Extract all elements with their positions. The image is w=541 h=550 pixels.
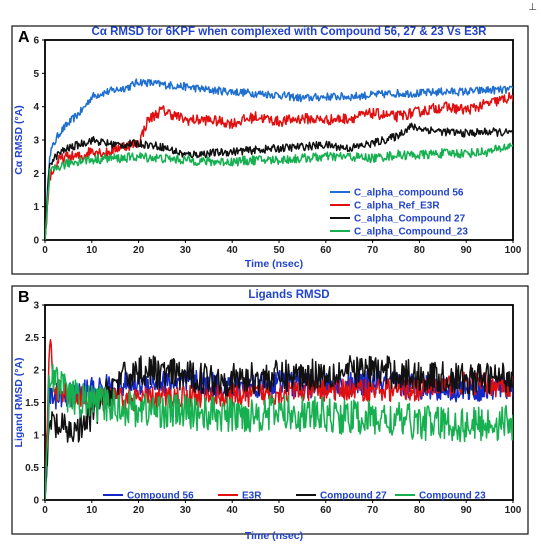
panel-b-ytick-label: 1.5: [25, 398, 39, 409]
panel-a-ytick-label: 4: [33, 102, 39, 113]
panel-a-xtick-label: 100: [505, 245, 522, 256]
panel-a-xtick-label: 80: [414, 245, 426, 256]
panel-b-xtick-label: 90: [461, 505, 473, 516]
panel-a-xtick-label: 90: [461, 245, 473, 256]
panel-a-legend-label: C_alpha_Compound 27: [354, 214, 466, 225]
panel-b-title: Ligands RMSD: [248, 289, 329, 301]
panel-b-xtick-label: 0: [42, 505, 48, 516]
panel-b-legend-label: E3R: [242, 491, 262, 502]
panel-b-legend-label: Compound 56: [127, 491, 194, 502]
panel-a-ytick-label: 6: [33, 36, 39, 47]
panel-b-xtick-label: 80: [414, 505, 426, 516]
panel-a-xtick-label: 10: [86, 245, 98, 256]
panel-a-ytick-label: 3: [33, 136, 39, 147]
panel-a-legend-label: C_alpha_Compound_23: [354, 227, 468, 238]
panel-a-series-line-0: [45, 78, 513, 240]
panel-a-xtick-label: 60: [320, 245, 332, 256]
panel-a-xtick-label: 30: [180, 245, 192, 256]
panel-b-x-axis-label: Time (nsec): [245, 530, 303, 542]
panel-a-series-line-3: [45, 142, 513, 240]
panel-a-series-line-2: [45, 122, 513, 240]
panel-b-ytick-label: 2: [33, 366, 39, 377]
panel-b-ytick-label: 0: [33, 496, 39, 507]
panel-b-ytick-label: 2.5: [25, 333, 39, 344]
panel-a-ytick-label: 0: [33, 236, 39, 247]
panel-a-legend-label: C_alpha_Ref_E3R: [354, 201, 440, 212]
panel-a-legend-label: C_alpha_compound 56: [354, 188, 464, 199]
panel-a-ytick-label: 2: [33, 169, 39, 180]
panel-a-letter: A: [18, 29, 30, 46]
panel-b-xtick-label: 70: [367, 505, 379, 516]
panel-b-series-line-3: [45, 363, 513, 500]
panel-b-series-group: [45, 354, 513, 500]
panel-b-xtick-label: 10: [86, 505, 98, 516]
panel-b-series-group: [45, 363, 513, 500]
panel-b-y-axis-label: Ligand RMSD (°A): [13, 358, 25, 448]
panel-a-series-group: [45, 122, 513, 240]
panel-b-ytick-label: 1: [33, 431, 39, 442]
panel-a-ytick-label: 5: [33, 69, 39, 80]
panel-b-legend-label: Compound 23: [419, 491, 486, 502]
panel-a-ytick-label: 1: [33, 202, 39, 213]
panel-a-series-group: [45, 78, 513, 240]
panel-b-series-group: [45, 369, 513, 500]
panel-a-x-axis-label: Time (nsec): [245, 258, 303, 270]
panel-b-series-line-2: [45, 354, 513, 500]
panel-a-xtick-label: 40: [227, 245, 239, 256]
panel-a-series-group: [45, 142, 513, 240]
panel-a-xtick-label: 0: [42, 245, 48, 256]
panel-b-xtick-label: 60: [320, 505, 332, 516]
panel-b-xtick-label: 30: [180, 505, 192, 516]
panel-b-xtick-label: 100: [505, 505, 522, 516]
panel-b-xtick-label: 40: [227, 505, 239, 516]
corner-mark: ⊥: [528, 2, 537, 13]
panel-b-series-line-0: [45, 369, 513, 500]
panel-b-ytick-label: 3: [33, 301, 39, 312]
panel-b-letter: B: [18, 289, 30, 306]
panel-b-legend-label: Compound 27: [320, 491, 387, 502]
panel-b-xtick-label: 20: [133, 505, 145, 516]
panel-a-title: Cα RMSD for 6KPF when complexed with Com…: [92, 26, 488, 38]
panel-b-ytick-label: 0.5: [25, 463, 39, 474]
panel-b-xtick-label: 50: [273, 505, 285, 516]
panel-a-y-axis-label: Cα RMSD (°A): [13, 105, 25, 175]
panel-a-xtick-label: 20: [133, 245, 145, 256]
panel-a-xtick-label: 50: [273, 245, 285, 256]
panel-a-xtick-label: 70: [367, 245, 379, 256]
